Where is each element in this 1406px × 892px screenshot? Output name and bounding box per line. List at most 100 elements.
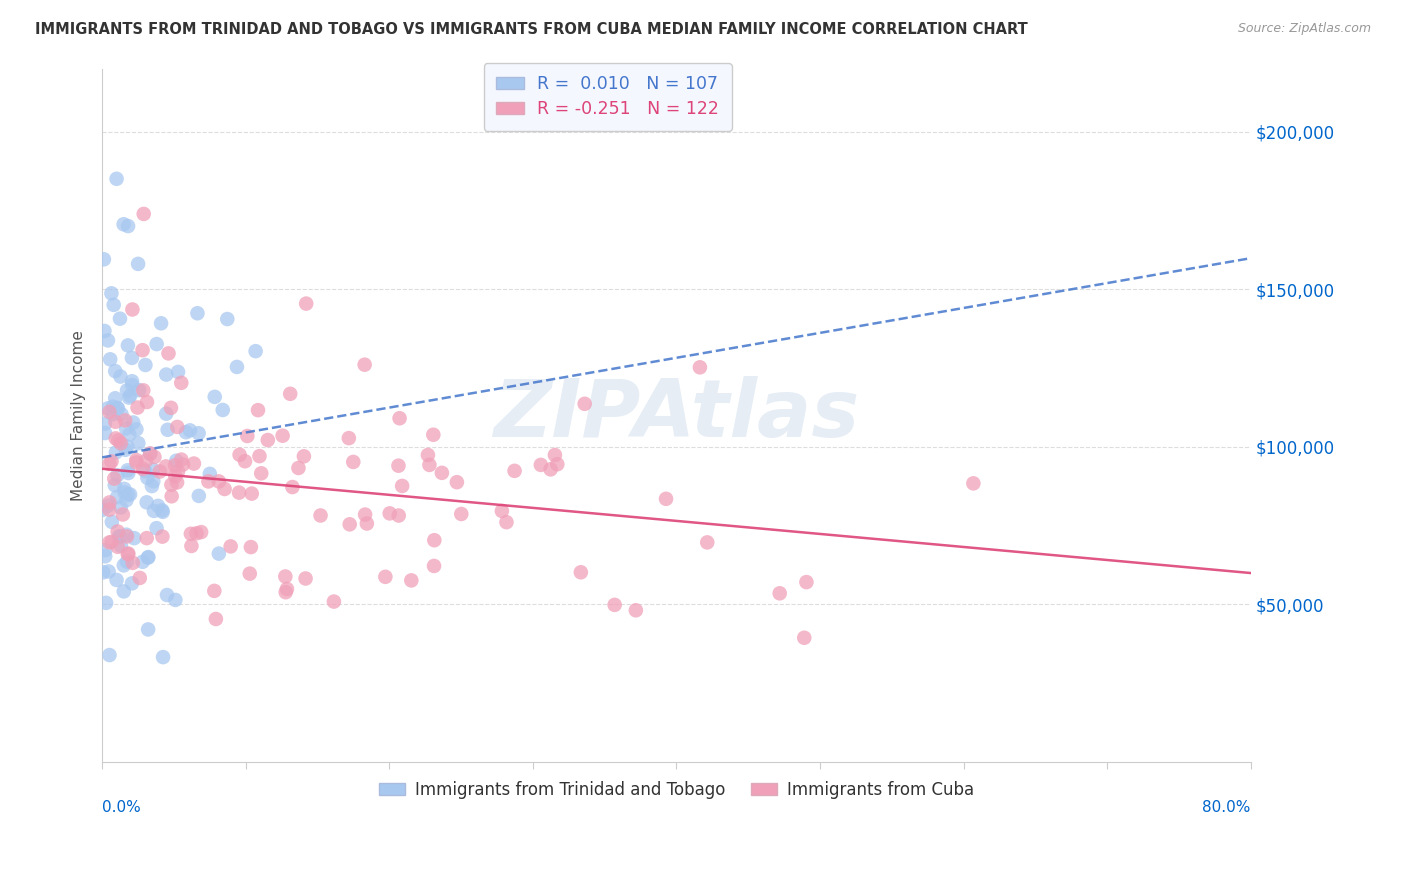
Point: [271, 428, 294, 442]
Point: [274, 569, 297, 583]
Point: [117, 488, 139, 502]
Point: [93, 324, 115, 338]
Point: [239, 540, 262, 554]
Point: [155, 459, 177, 474]
Point: [281, 480, 304, 494]
Point: [569, 566, 592, 580]
Point: [655, 491, 678, 506]
Point: [98, 535, 121, 549]
Point: [115, 527, 138, 541]
Point: [179, 423, 201, 437]
Point: [94, 543, 117, 558]
Point: [107, 524, 129, 539]
Point: [166, 475, 188, 490]
Point: [274, 585, 297, 599]
Point: [295, 296, 318, 310]
Point: [287, 461, 309, 475]
Point: [107, 540, 129, 554]
Point: [180, 539, 202, 553]
Point: [135, 453, 157, 467]
Point: [228, 448, 250, 462]
Point: [354, 508, 377, 522]
Point: [138, 550, 160, 565]
Point: [160, 401, 183, 415]
Point: [114, 442, 136, 457]
Point: [104, 445, 127, 459]
Point: [211, 403, 233, 417]
Point: [322, 594, 344, 608]
Point: [145, 521, 167, 535]
Point: [342, 455, 364, 469]
Point: [450, 507, 472, 521]
Point: [278, 387, 301, 401]
Point: [117, 547, 139, 561]
Point: [418, 458, 440, 472]
Point: [97, 334, 120, 348]
Point: [108, 311, 131, 326]
Point: [603, 598, 626, 612]
Point: [115, 384, 138, 398]
Point: [256, 433, 278, 447]
Point: [236, 429, 259, 443]
Point: [165, 469, 187, 483]
Point: [139, 446, 162, 460]
Point: [793, 631, 815, 645]
Point: [233, 454, 256, 468]
Point: [97, 565, 120, 579]
Point: [146, 499, 169, 513]
Point: [98, 502, 121, 516]
Point: [117, 547, 139, 561]
Point: [110, 369, 132, 384]
Point: [152, 650, 174, 665]
Point: [139, 447, 162, 461]
Point: [423, 558, 446, 573]
Point: [127, 257, 149, 271]
Point: [356, 516, 378, 531]
Point: [103, 472, 125, 486]
Point: [208, 547, 231, 561]
Point: [166, 420, 188, 434]
Point: [115, 440, 138, 454]
Point: [101, 407, 124, 421]
Point: [112, 584, 135, 599]
Point: [107, 434, 129, 448]
Point: [197, 475, 219, 489]
Point: [156, 423, 179, 437]
Point: [135, 495, 157, 509]
Point: [127, 401, 149, 415]
Text: IMMIGRANTS FROM TRINIDAD AND TOBAGO VS IMMIGRANTS FROM CUBA MEDIAN FAMILY INCOME: IMMIGRANTS FROM TRINIDAD AND TOBAGO VS I…: [35, 22, 1028, 37]
Point: [125, 422, 148, 436]
Point: [115, 555, 138, 569]
Point: [94, 425, 117, 440]
Point: [121, 374, 143, 388]
Point: [100, 286, 122, 301]
Point: [249, 449, 271, 463]
Point: [115, 493, 138, 508]
Point: [122, 416, 145, 430]
Point: [104, 364, 127, 378]
Point: [174, 425, 197, 440]
Legend: Immigrants from Trinidad and Tobago, Immigrants from Cuba: Immigrants from Trinidad and Tobago, Imm…: [373, 774, 981, 805]
Point: [121, 302, 143, 317]
Point: [165, 458, 187, 473]
Point: [110, 436, 132, 450]
Point: [98, 352, 121, 367]
Point: [117, 466, 139, 480]
Point: [128, 571, 150, 585]
Point: [250, 467, 273, 481]
Point: [120, 389, 142, 403]
Point: [172, 458, 194, 472]
Point: [98, 457, 121, 471]
Point: [91, 566, 114, 580]
Point: [167, 464, 190, 478]
Point: [97, 499, 120, 513]
Point: [204, 390, 226, 404]
Point: [125, 455, 148, 469]
Point: [245, 344, 267, 359]
Point: [114, 485, 136, 500]
Point: [540, 462, 562, 476]
Point: [152, 505, 174, 519]
Point: [160, 477, 183, 491]
Point: [93, 252, 115, 267]
Point: [98, 648, 121, 662]
